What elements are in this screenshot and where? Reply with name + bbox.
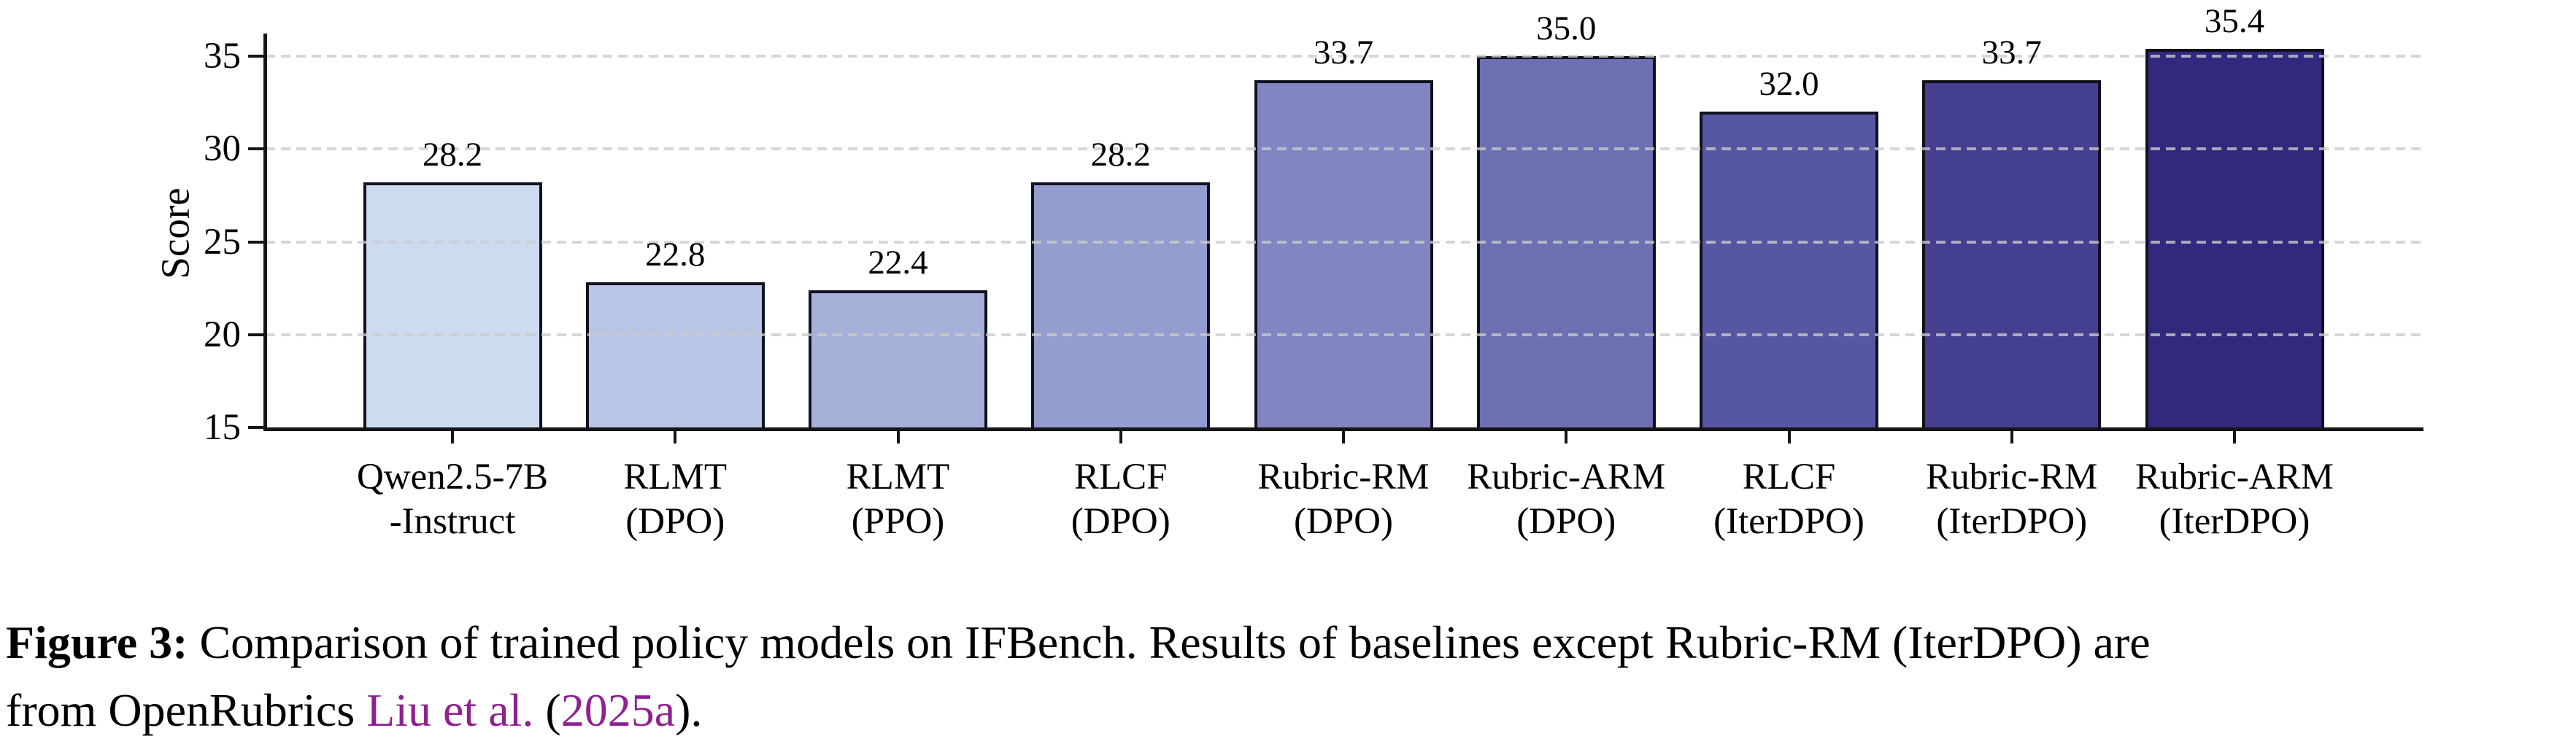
bar-1 [363,182,542,431]
bar-4 [1031,182,1211,431]
caption-line: Figure 3: Comparison of trained policy m… [6,608,2572,676]
x-tick-mark [1342,431,1345,443]
x-tick-label-line: (DPO) [625,501,725,542]
bar-8 [1922,80,2102,431]
gridline-20 [266,333,2421,336]
bar-9 [2145,48,2324,431]
caption-text: from OpenRubrics [6,684,367,736]
bar-value-label: 35.4 [2204,1,2265,40]
x-tick-mark [2010,431,2013,443]
x-tick-label: RLCF (DPO) [968,455,1274,544]
gridline-25 [266,240,2421,244]
x-tick-label-line: (DPO) [1516,501,1616,542]
x-tick-label-line: (IterDPO) [2159,501,2310,542]
x-tick-label-line: (DPO) [1071,501,1171,542]
x-tick-label-line: RLMT [623,457,728,497]
x-tick-label-line: -Instruct [389,501,516,542]
bar-value-label: 33.7 [1313,34,1374,72]
x-tick-mark [1787,431,1791,443]
x-tick-label-line: Rubric-RM [1257,457,1430,497]
x-tick-label-line: Rubric-RM [1926,457,2098,497]
bar-5 [1254,80,1433,431]
x-tick-mark [674,431,677,443]
ifbench-bar-chart: Score 15 20 25 30 35 28.2 Qwen2.5-7B -Instruct 2… [153,1,2423,544]
y-tick-label: 15 [204,407,241,448]
y-tick-label: 25 [204,221,241,263]
x-tick-label-line: Rubric-ARM [2135,457,2334,497]
bar-value-label: 22.4 [868,243,928,282]
x-tick-label: RLMT (DPO) [522,455,828,544]
x-tick-label: Rubric-RM (DPO) [1190,455,1497,544]
y-tick-label: 30 [204,128,241,170]
x-axis-line [263,427,2423,431]
bar-2 [585,282,765,431]
x-tick-label-line: RLCF [1742,457,1836,497]
y-tick-mark [248,426,266,429]
y-tick-mark [248,333,266,336]
x-tick-label-line: Rubric-ARM [1467,457,1666,497]
x-tick-mark [1565,431,1568,443]
bar-value-label: 32.0 [1759,65,1819,104]
bar-value-label: 22.8 [645,236,706,274]
caption-line: from OpenRubrics Liu et al. (2025a). [6,676,2572,744]
y-tick-label: 20 [204,314,241,355]
x-tick-label-line: (PPO) [851,501,945,542]
bar-3 [809,290,987,431]
y-tick-mark [248,55,266,58]
x-tick-label-line: (IterDPO) [1936,501,2088,542]
bar-7 [1700,112,1878,431]
x-tick-label: RLMT (PPO) [745,455,1052,544]
figure-caption: Figure 3: Comparison of trained policy m… [6,608,2572,744]
bar-value-label: 28.2 [422,136,483,174]
x-tick-label: Rubric-ARM (DPO) [1413,455,1719,544]
y-axis-spine [263,34,267,431]
caption-text: Comparison of trained policy models on I… [188,616,2151,668]
x-tick-label: Rubric-RM (IterDPO) [1859,455,2165,544]
x-tick-label: Rubric-ARM (IterDPO) [2081,455,2388,544]
bar-6 [1476,56,1656,431]
x-tick-label-line: RLCF [1073,457,1168,497]
citation-link-2025a[interactable]: 2025a [560,684,676,736]
gridline-35 [266,55,2421,58]
y-tick-label: 35 [204,36,241,77]
x-tick-mark [1119,431,1122,443]
x-tick-label-line: Qwen2.5-7B [356,457,549,497]
bar-value-label: 35.0 [1536,9,1597,47]
y-tick-mark [248,147,266,151]
x-tick-label-line: (DPO) [1294,501,1393,542]
bar-value-label: 33.7 [1981,34,2042,72]
caption-text: ( [533,684,561,736]
x-tick-label-line: (IterDPO) [1713,501,1864,542]
x-tick-label-line: RLMT [846,457,950,497]
caption-figure-label: Figure 3: [6,616,188,668]
gridline-30 [266,147,2421,151]
x-tick-mark [451,431,454,443]
x-tick-mark [2233,431,2236,443]
x-tick-label: Qwen2.5-7B -Instruct [299,455,606,544]
caption-text: ). [675,684,703,736]
citation-link-liu-et-al[interactable]: Liu et al. [366,684,534,736]
bar-value-label: 28.2 [1090,136,1151,174]
x-tick-mark [896,431,900,443]
x-tick-label: RLCF (IterDPO) [1636,455,1943,544]
y-tick-mark [248,240,266,244]
